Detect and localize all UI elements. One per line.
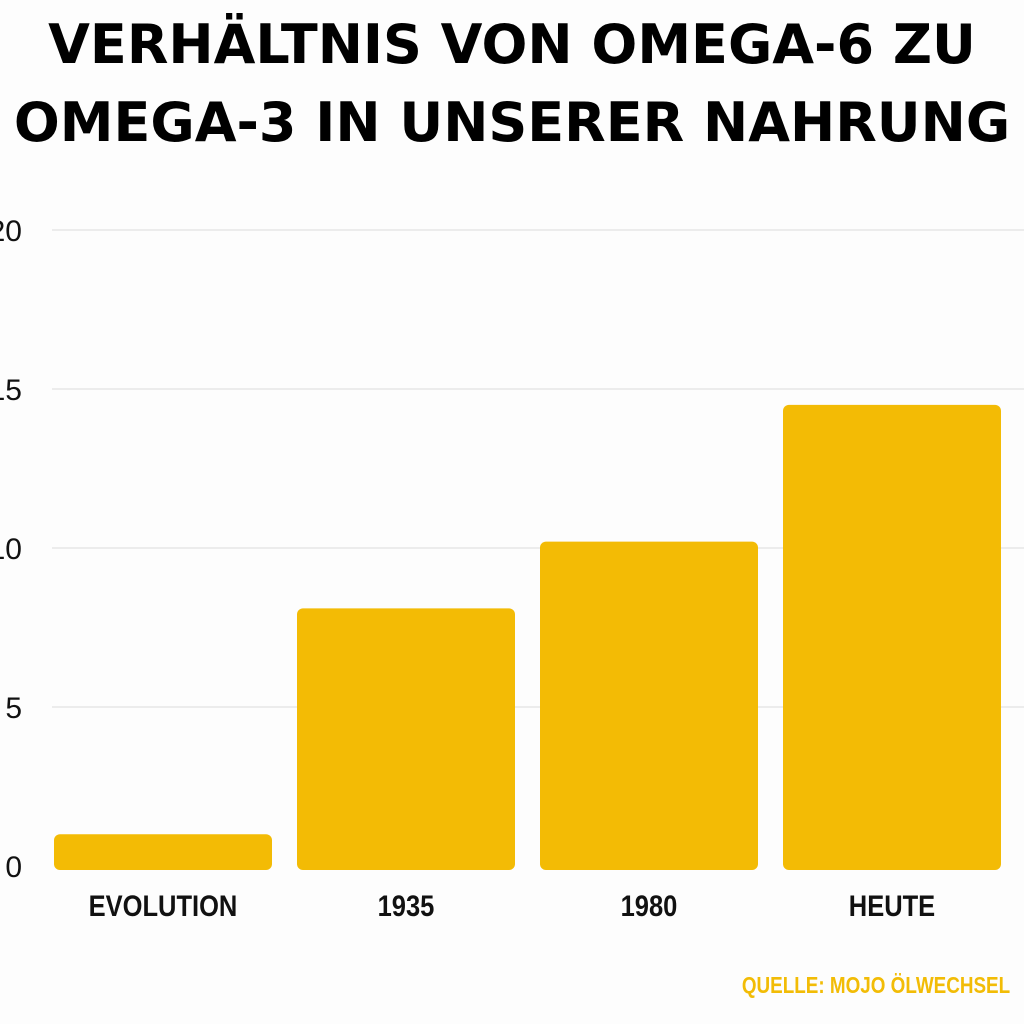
bar-1935 [297,608,515,870]
y-tick-label: 10 [0,533,22,566]
chart-title-line-1: Verhältnis von Omega-6 zu [48,13,976,76]
chart-title-line-2: Omega-3 in unserer Nahrung [13,91,1011,154]
x-tick-label: EVOLUTION [89,889,238,922]
x-tick-label: 1935 [378,889,435,922]
bar-evolution [54,834,272,870]
x-tick-label: 1980 [621,889,678,922]
y-tick-label: 5 [5,692,22,725]
y-tick-label: 0 [5,851,22,884]
chart-title: Verhältnis von Omega-6 zu Omega-3 in uns… [0,6,1024,162]
bars [54,404,1001,870]
x-axis-labels: EVOLUTION 1935 1980 HEUTE [89,889,936,922]
x-tick-label: HEUTE [849,889,935,922]
bar-heute [783,404,1001,870]
y-tick-label: 15 [0,374,22,407]
source-note: QUELLE: MOJO ÖLWECHSEL [741,972,1010,998]
bar-1980 [540,541,758,870]
y-axis-ticks: 0 5 10 15 20 [0,215,22,884]
y-tick-label: 20 [0,215,22,248]
